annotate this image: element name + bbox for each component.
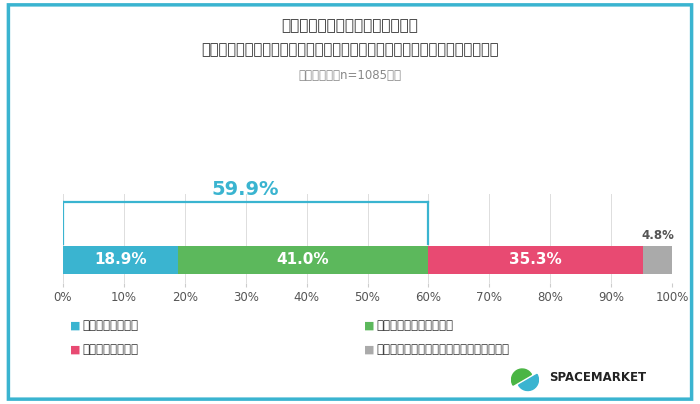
Wedge shape [519, 375, 538, 391]
Text: 感じたことはない: 感じたことはない [83, 343, 139, 356]
Text: ■: ■ [364, 345, 374, 354]
Text: ■: ■ [70, 320, 80, 330]
Text: たまに感じたことがある: たまに感じたことがある [377, 319, 454, 332]
Text: SPACEMARKET: SPACEMARKET [550, 371, 647, 384]
Bar [643, 246, 672, 274]
Text: ■: ■ [70, 345, 80, 354]
Bar [63, 246, 178, 274]
Text: わからない／仕事関係の人と会っていない: わからない／仕事関係の人と会っていない [377, 343, 510, 356]
Wedge shape [512, 369, 531, 385]
Text: あなたは仕事で会う相手に対し、: あなたは仕事で会う相手に対し、 [281, 18, 419, 33]
Text: 59.9%: 59.9% [211, 180, 279, 199]
Text: 感じたことがある: 感じたことがある [83, 319, 139, 332]
Bar [428, 246, 643, 274]
Text: ■: ■ [364, 320, 374, 330]
Text: 18.9%: 18.9% [94, 252, 147, 267]
Text: 新型コロナウイルス感染症への対策意識を低いと感じたことがありますか？: 新型コロナウイルス感染症への対策意識を低いと感じたことがありますか？ [202, 42, 498, 57]
Bar [178, 246, 428, 274]
Text: 41.0%: 41.0% [276, 252, 329, 267]
Text: 4.8%: 4.8% [641, 229, 674, 242]
Text: （単一回答｜n=1085人）: （単一回答｜n=1085人） [298, 69, 402, 82]
Text: 35.3%: 35.3% [509, 252, 561, 267]
